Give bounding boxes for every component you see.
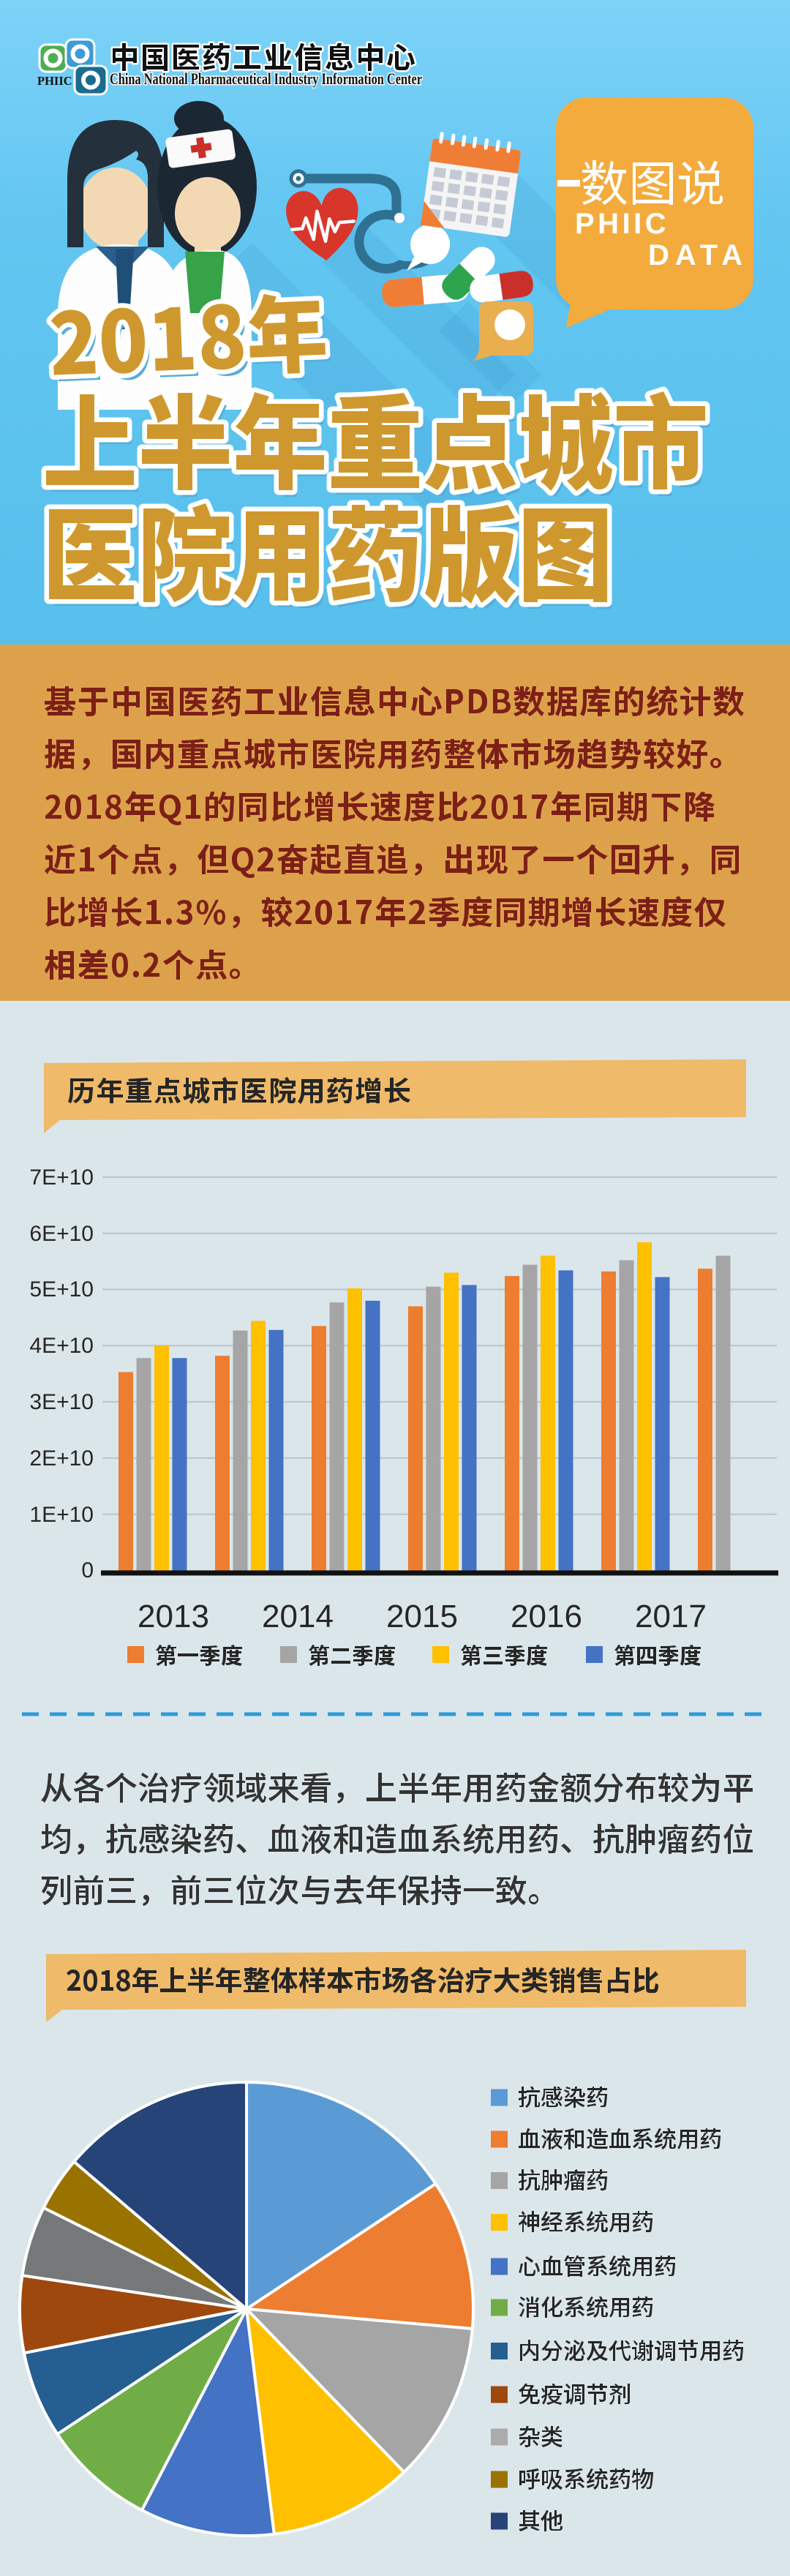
svg-text:2016: 2016 [511,1599,582,1634]
svg-text:2013: 2013 [138,1599,209,1634]
svg-text:7E+10: 7E+10 [29,1165,94,1190]
svg-text:PHIIC: PHIIC [37,74,72,88]
svg-text:2015: 2015 [386,1599,458,1634]
svg-text:2E+10: 2E+10 [29,1446,94,1471]
svg-text:DATA: DATA [648,239,748,271]
svg-text:2014: 2014 [262,1599,334,1634]
svg-text:1E+10: 1E+10 [29,1503,94,1527]
svg-text:0: 0 [81,1558,94,1582]
svg-text:6E+10: 6E+10 [29,1222,94,1246]
svg-text:PHIIC: PHIIC [575,208,669,240]
svg-text:China National Pharmaceutical: China National Pharmaceutical Industry I… [110,70,422,88]
svg-text:5E+10: 5E+10 [29,1277,94,1302]
svg-text:4E+10: 4E+10 [29,1334,94,1358]
svg-text:3E+10: 3E+10 [29,1390,94,1414]
svg-text:2017: 2017 [635,1599,707,1634]
